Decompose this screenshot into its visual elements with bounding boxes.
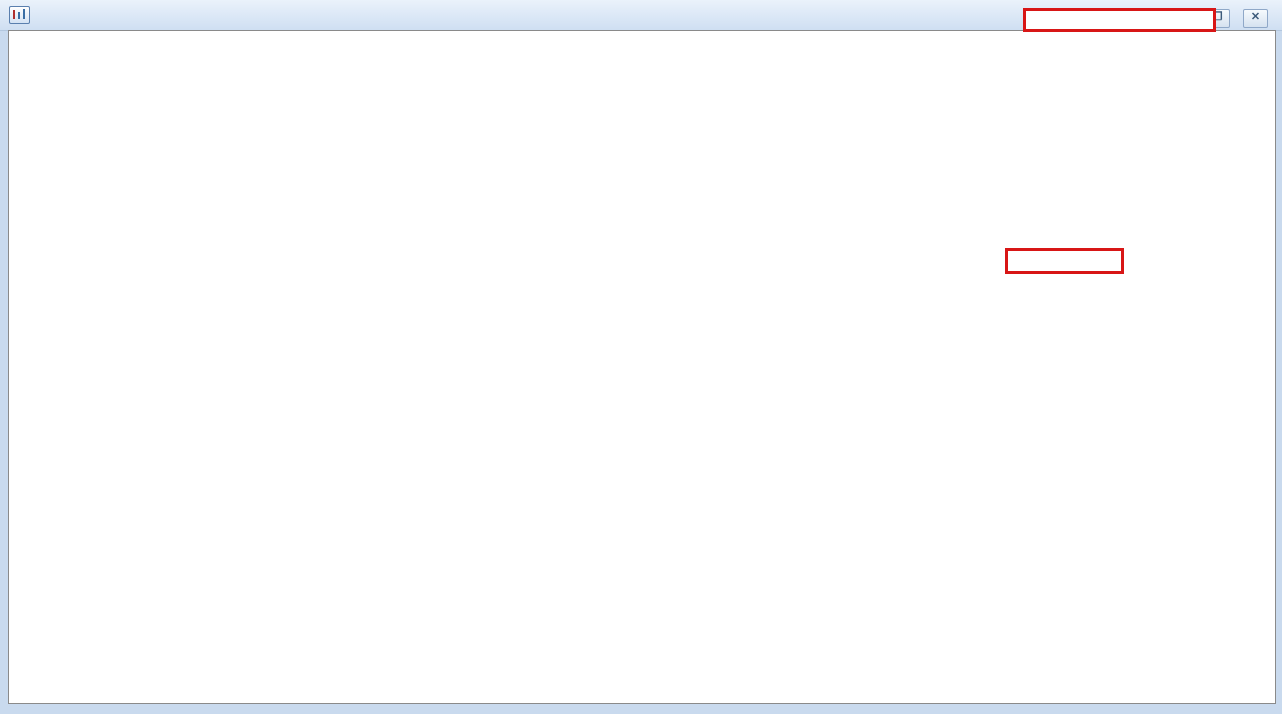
chart-icon <box>9 6 30 24</box>
chart-header[interactable] <box>16 35 26 47</box>
chart-panel <box>8 30 1276 704</box>
close-window-button[interactable]: ✕ <box>1243 9 1268 28</box>
annotation-targets-note <box>1005 248 1124 274</box>
annotation-resistance-note <box>1023 8 1216 32</box>
